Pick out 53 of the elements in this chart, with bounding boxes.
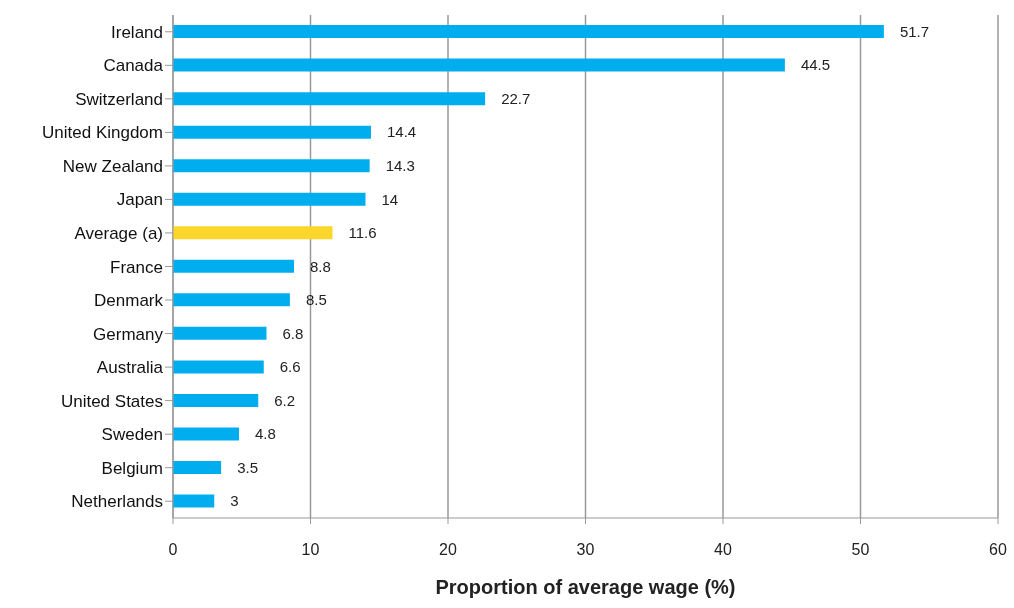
bar — [173, 393, 259, 407]
y-tick-label: Canada — [103, 56, 164, 76]
x-tick-label: 60 — [989, 541, 1007, 559]
y-tick-label: Germany — [93, 324, 164, 344]
data-label: 8.8 — [310, 257, 331, 275]
bar — [173, 326, 267, 340]
data-label: 6.8 — [282, 324, 304, 342]
x-tick-label: 10 — [301, 541, 320, 559]
data-label: 22.7 — [501, 89, 531, 107]
data-label: 8.5 — [305, 291, 327, 309]
y-tick-label: Australia — [96, 358, 164, 378]
bar — [173, 360, 264, 374]
bar — [173, 92, 486, 106]
data-label: 6.2 — [274, 391, 296, 409]
y-tick-label: Switzerland — [75, 89, 163, 109]
x-tick-label: 0 — [168, 541, 178, 559]
y-tick-label: Ireland — [111, 22, 163, 42]
data-label: 3.5 — [237, 458, 258, 476]
bar — [173, 25, 884, 39]
x-axis-title: Proportion of average wage (%) — [435, 576, 736, 598]
bar — [173, 494, 215, 508]
data-label: 44.5 — [800, 56, 831, 74]
bar — [173, 226, 333, 240]
y-tick-label: New Zealand — [62, 156, 163, 176]
y-tick-label: Japan — [116, 190, 163, 210]
data-label: 14.3 — [385, 157, 415, 175]
y-tick-label: Netherlands — [71, 492, 163, 512]
data-label: 3 — [230, 492, 239, 510]
y-tick-label: Denmark — [94, 291, 164, 311]
data-label: 11.6 — [348, 224, 377, 242]
data-label: 14.4 — [387, 123, 417, 141]
y-tick-label: Belgium — [101, 458, 163, 478]
bar — [173, 159, 370, 173]
x-tick-label: 50 — [851, 541, 870, 559]
data-label: 4.8 — [255, 425, 276, 443]
data-label: 14 — [381, 190, 399, 208]
bar — [173, 58, 785, 72]
bar — [173, 293, 290, 307]
y-tick-label: Average (a) — [74, 224, 163, 243]
bar — [173, 259, 294, 273]
y-tick-label: Sweden — [101, 425, 163, 445]
y-tick-label: United Kingdom — [42, 123, 163, 143]
bar — [173, 192, 366, 206]
data-label: 6.6 — [279, 358, 301, 376]
y-tick-label: France — [110, 257, 163, 277]
x-tick-label: 40 — [714, 541, 732, 559]
bar — [173, 427, 239, 441]
x-tick-label: 20 — [439, 541, 457, 559]
y-tick-label: United States — [60, 391, 163, 411]
data-label: 51.7 — [899, 22, 930, 40]
bar — [173, 125, 371, 139]
bar — [173, 460, 222, 474]
x-tick-label: 30 — [576, 541, 595, 559]
